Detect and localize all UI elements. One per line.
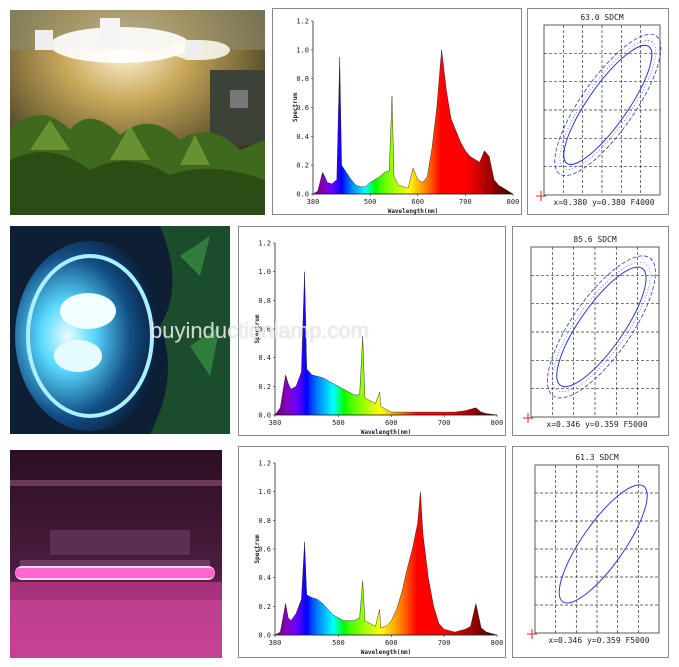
x-tick-label: 380 — [269, 639, 282, 647]
x-tick-label: 700 — [459, 198, 472, 206]
y-axis-label: Spectrum — [254, 534, 261, 563]
y-tick-label: 0.6 — [258, 326, 271, 334]
sdcm-title: 63.0 SDCM — [580, 13, 624, 22]
spectrum-plot-2: 0.0 0.2 0.4 0.6 0.8 1.0 1.2 380 500 600 700 800 Wave… — [254, 240, 504, 437]
sdcm-plot-3: 61.3 SDCM x=0.346 y=0.359 F5000 — [527, 453, 660, 645]
x-tick-label: 380 — [307, 198, 320, 206]
spectrum-chart-2: 0.0 0.2 0.4 0.6 0.8 1.0 1.2 380 500 600 700 800 Wave… — [238, 226, 506, 436]
y-tick-label: 0.0 — [296, 191, 309, 199]
y-tick-label: 0.2 — [258, 383, 271, 391]
y-tick-label: 0.4 — [296, 133, 309, 141]
x-tick-label: 500 — [332, 639, 345, 647]
spectrum-plot-3: 0.0 0.2 0.4 0.6 0.8 1.0 1.2 380 500 600 700 800 Wave… — [254, 460, 504, 657]
y-tick-label: 1.0 — [258, 268, 271, 276]
y-tick-label: 1.2 — [296, 18, 309, 26]
sdcm-ellipse-mid — [552, 261, 651, 392]
blue-lamp-photo — [10, 226, 230, 434]
y-tick-label: 0.2 — [296, 162, 309, 170]
x-tick-label: 800 — [491, 639, 504, 647]
y-tick-label: 0.4 — [258, 354, 271, 362]
sdcm-caption: x=0.346 y=0.359 F5000 — [546, 420, 647, 429]
y-axis-label: Spectrum — [292, 93, 299, 122]
sdcm-ellipse-outer — [547, 255, 656, 399]
x-axis-label: Wavelength(nm) — [361, 649, 412, 656]
x-tick-label: 700 — [438, 639, 451, 647]
y-tick-label: 0.2 — [258, 603, 271, 611]
sdcm-caption: x=0.346 y=0.359 F5000 — [548, 636, 649, 645]
y-tick-label: 0.6 — [296, 104, 309, 112]
y-tick-label: 1.2 — [258, 460, 271, 468]
sdcm-ellipse-chart-1: 63.0 SDCM x=0.380 y=0.380 F4000 — [527, 8, 669, 215]
sdcm-title: 61.3 SDCM — [575, 453, 619, 462]
x-tick-label: 600 — [411, 198, 424, 206]
watermark-text: buyinductionlamp.com — [150, 318, 369, 343]
grow-room-photo — [10, 10, 265, 215]
sdcm-ellipse — [563, 44, 653, 165]
y-tick-label: 0.8 — [296, 75, 309, 83]
spectrum-area — [274, 271, 498, 416]
sdcm-title: 85.6 SDCM — [573, 235, 617, 244]
x-axis-label: Wavelength(nm) — [361, 429, 412, 436]
spectrum-area — [274, 491, 498, 636]
spectrum-plot-1: 0.0 0.2 0.4 0.6 0.8 1.0 1.2 380 500 600 700 800 Wave… — [292, 18, 520, 216]
sdcm-ellipse-mid — [559, 40, 657, 170]
sdcm-plot-2: 85.6 SDCM x=0.346 y=0.359 F5000 — [523, 235, 660, 429]
y-tick-label: 0.4 — [258, 574, 271, 582]
y-tick-label: 0.0 — [258, 412, 271, 420]
y-tick-label: 0.6 — [258, 546, 271, 554]
x-tick-label: 600 — [385, 639, 398, 647]
sdcm-caption: x=0.380 y=0.380 F4000 — [553, 198, 654, 207]
sdcm-plot-1: 63.0 SDCM x=0.380 y=0.380 F4000 — [536, 13, 662, 207]
x-axis-label: Wavelength(nm) — [388, 208, 439, 215]
y-tick-label: 0.0 — [258, 632, 271, 640]
spectrum-chart-3: 0.0 0.2 0.4 0.6 0.8 1.0 1.2 380 500 600 700 800 Wave… — [238, 446, 506, 658]
x-tick-label: 500 — [364, 198, 377, 206]
sdcm-ellipse-chart-2: 85.6 SDCM x=0.346 y=0.359 F5000 — [512, 226, 669, 436]
y-tick-label: 1.2 — [258, 240, 271, 248]
pink-tube-photo — [10, 450, 222, 658]
spectrum-area — [312, 49, 514, 195]
x-tick-label: 600 — [385, 419, 398, 427]
y-tick-label: 1.0 — [258, 488, 271, 496]
y-tick-label: 0.8 — [258, 517, 271, 525]
sdcm-ellipse-chart-3: 61.3 SDCM x=0.346 y=0.359 F5000 — [512, 446, 669, 658]
spectrum-chart-1: 0.0 0.2 0.4 0.6 0.8 1.0 1.2 380 500 600 700 800 Wave… — [272, 8, 522, 215]
y-tick-label: 1.0 — [296, 46, 309, 54]
x-tick-label: 380 — [269, 419, 282, 427]
sdcm-ellipse-outer — [554, 33, 662, 176]
x-tick-label: 700 — [438, 419, 451, 427]
y-tick-label: 0.8 — [258, 297, 271, 305]
x-tick-label: 800 — [507, 198, 520, 206]
y-axis-label: Spectrum — [254, 314, 261, 343]
x-tick-label: 800 — [491, 419, 504, 427]
sdcm-ellipse — [556, 266, 647, 388]
x-tick-label: 500 — [332, 419, 345, 427]
sdcm-ellipse — [558, 484, 648, 604]
